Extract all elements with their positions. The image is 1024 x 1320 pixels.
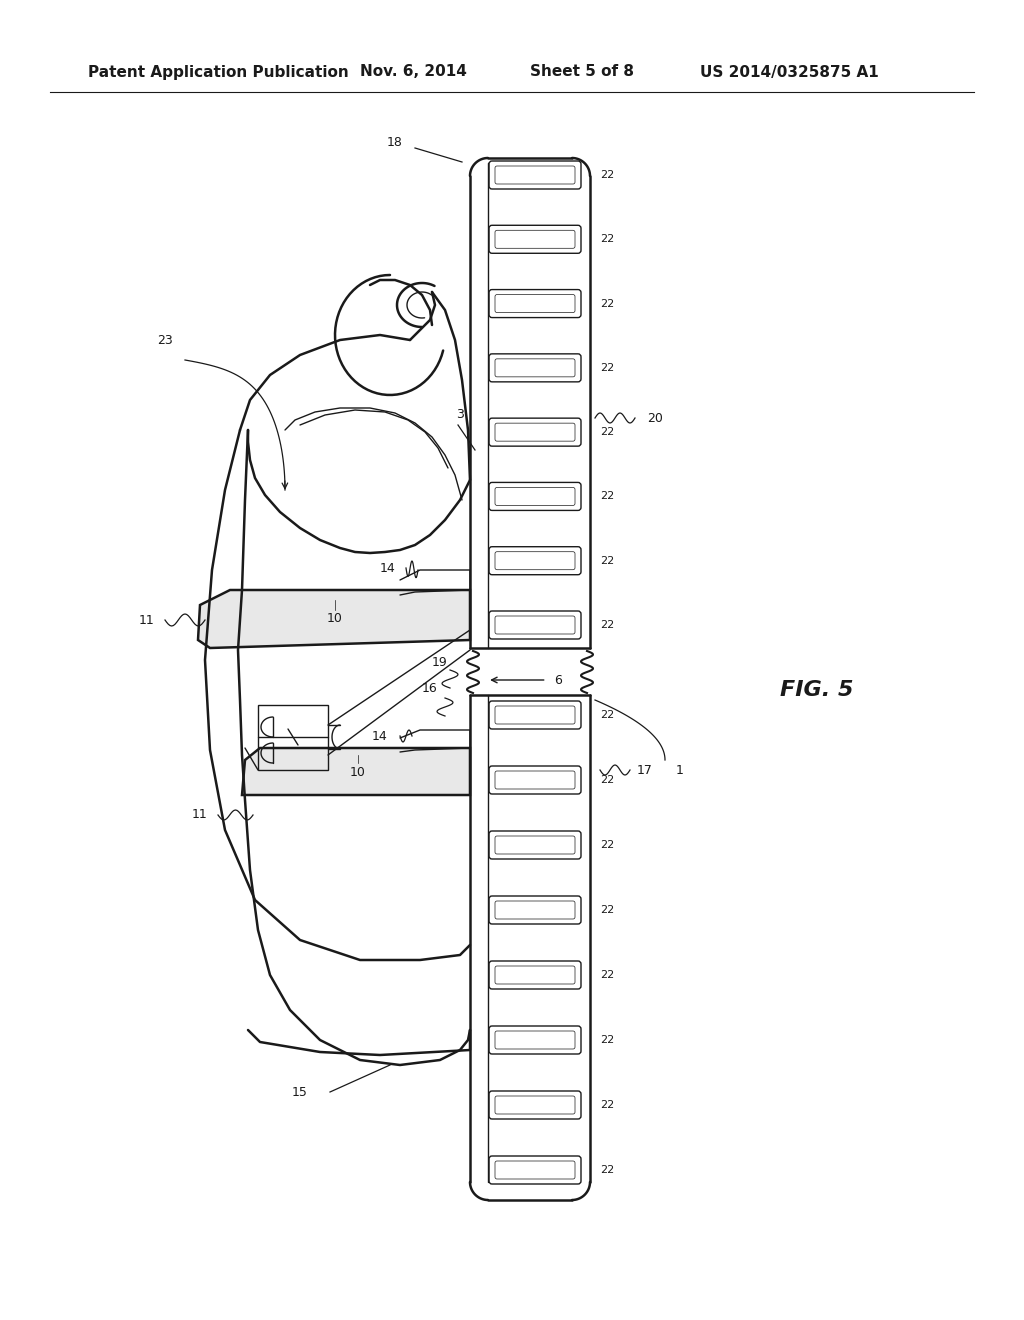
Text: 22: 22	[600, 1166, 614, 1175]
Text: 18: 18	[387, 136, 402, 149]
Text: 20: 20	[647, 412, 663, 425]
Text: 22: 22	[600, 775, 614, 785]
Text: 22: 22	[600, 620, 614, 630]
Text: 6: 6	[554, 673, 562, 686]
Text: 19: 19	[432, 656, 447, 668]
Text: US 2014/0325875 A1: US 2014/0325875 A1	[700, 65, 879, 79]
Text: 22: 22	[600, 170, 614, 180]
Text: 11: 11	[193, 808, 208, 821]
Text: 10: 10	[327, 611, 343, 624]
Text: 22: 22	[600, 556, 614, 566]
Text: 15: 15	[292, 1085, 308, 1098]
Text: 14: 14	[380, 561, 396, 574]
Text: 3: 3	[456, 408, 464, 421]
Text: 23: 23	[157, 334, 173, 346]
Text: Sheet 5 of 8: Sheet 5 of 8	[530, 65, 634, 79]
Text: 22: 22	[600, 906, 614, 915]
Text: 22: 22	[600, 1100, 614, 1110]
Text: 14: 14	[372, 730, 388, 742]
Text: 22: 22	[600, 234, 614, 244]
Text: 17: 17	[637, 763, 653, 776]
Text: 16: 16	[422, 681, 438, 694]
Text: 22: 22	[600, 970, 614, 979]
Text: 22: 22	[600, 491, 614, 502]
Text: FIG. 5: FIG. 5	[780, 680, 853, 700]
Text: 1: 1	[676, 763, 684, 776]
Text: 22: 22	[600, 363, 614, 372]
Text: 22: 22	[600, 710, 614, 719]
Text: 22: 22	[600, 840, 614, 850]
Text: 22: 22	[600, 1035, 614, 1045]
Text: 10: 10	[350, 767, 366, 780]
Polygon shape	[198, 590, 470, 648]
Text: Nov. 6, 2014: Nov. 6, 2014	[360, 65, 467, 79]
Text: Patent Application Publication: Patent Application Publication	[88, 65, 349, 79]
Text: 22: 22	[600, 428, 614, 437]
Polygon shape	[242, 748, 470, 795]
Text: 22: 22	[600, 298, 614, 309]
Text: 11: 11	[139, 614, 155, 627]
